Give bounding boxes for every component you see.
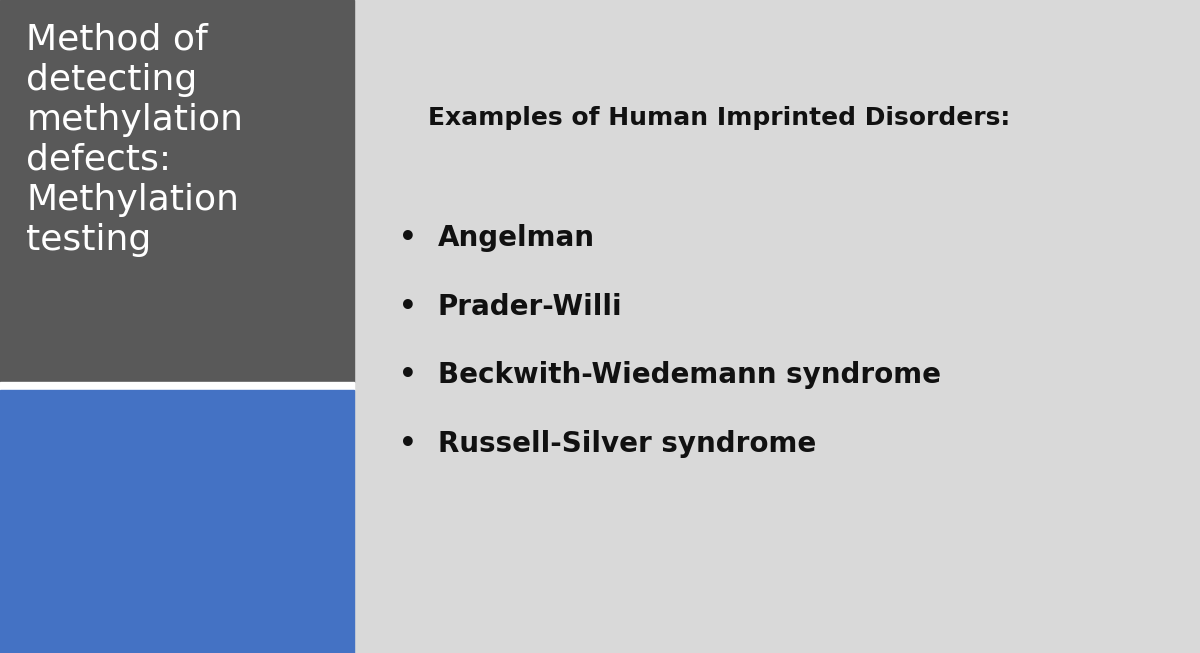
- Text: Prader-Willi: Prader-Willi: [438, 293, 623, 321]
- Text: Russell-Silver syndrome: Russell-Silver syndrome: [438, 430, 816, 458]
- Bar: [0, 390, 354, 653]
- Text: Examples of Human Imprinted Disorders:: Examples of Human Imprinted Disorders:: [428, 106, 1010, 129]
- Text: •: •: [400, 225, 416, 252]
- Bar: [0, 382, 354, 390]
- Bar: [0, 0, 354, 382]
- Text: •: •: [400, 362, 416, 389]
- Text: •: •: [400, 293, 416, 321]
- Text: Angelman: Angelman: [438, 225, 595, 252]
- Text: Method of
detecting
methylation
defects:
Methylation
testing: Method of detecting methylation defects:…: [26, 23, 244, 257]
- Text: •: •: [400, 430, 416, 458]
- Text: Beckwith-Wiedemann syndrome: Beckwith-Wiedemann syndrome: [438, 362, 941, 389]
